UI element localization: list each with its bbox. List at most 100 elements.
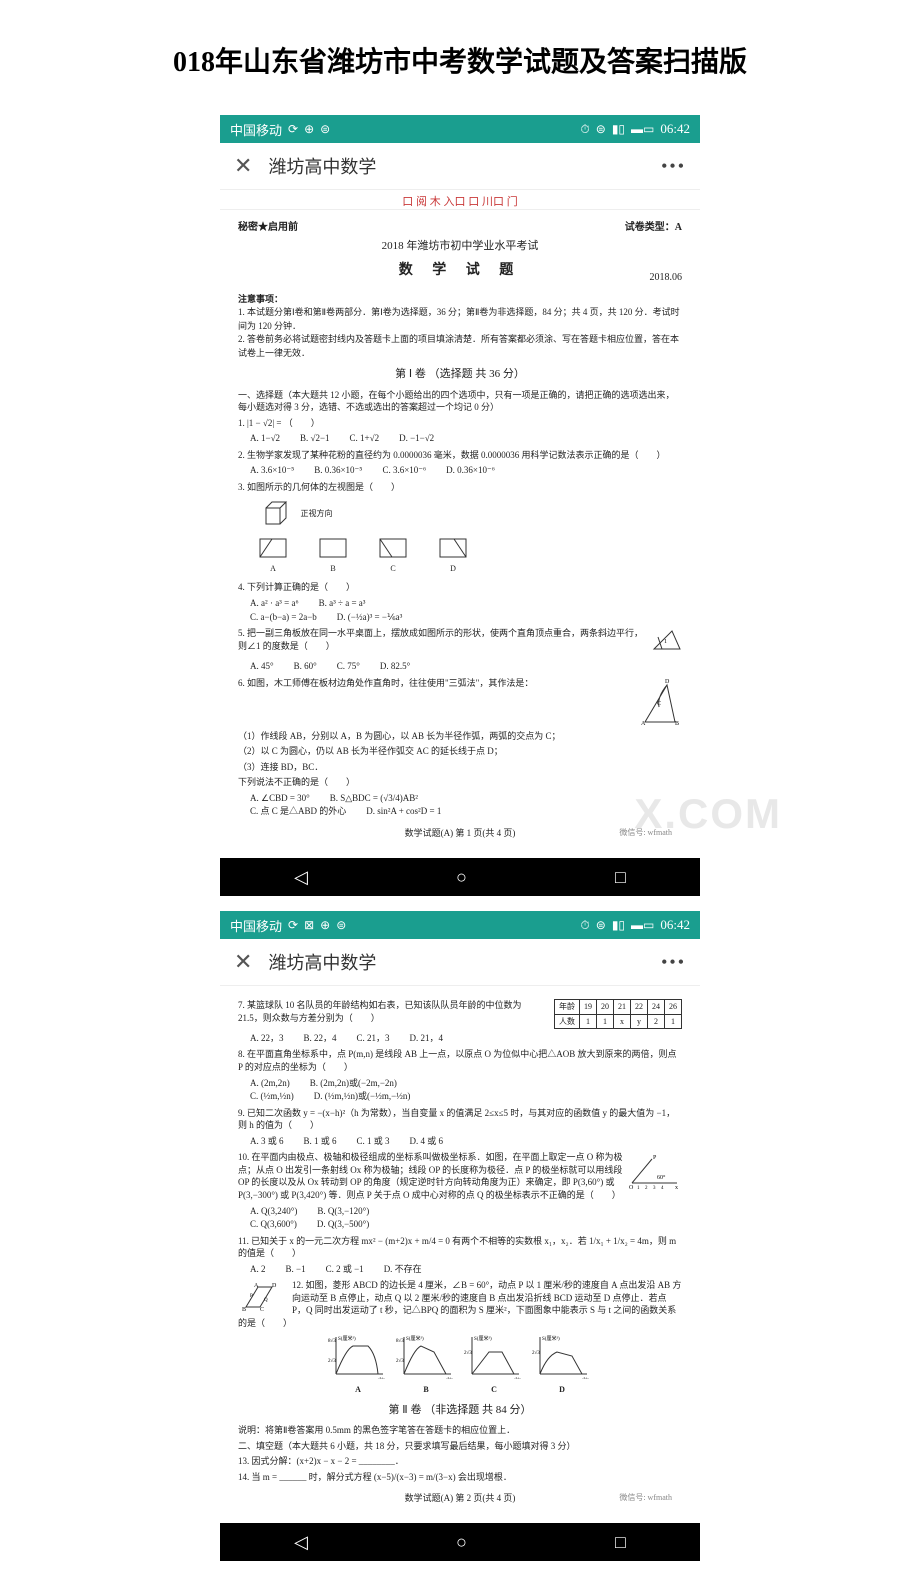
q9-d: D. 4 或 6 xyxy=(410,1135,444,1149)
svg-text:P: P xyxy=(250,1294,253,1299)
q11-a: A. 2 xyxy=(250,1263,266,1277)
svg-text:1: 1 xyxy=(637,1186,640,1191)
q5-a: A. 45° xyxy=(250,660,274,674)
svg-text:A: A xyxy=(641,721,646,727)
svg-text:C: C xyxy=(260,1307,264,1313)
note-2: 2. 答卷前务必将试题密封线内及答题卡上面的项目填涂清楚．所有答案都必须涂、写在… xyxy=(238,333,682,360)
q2: 2. 生物学家发现了某种花粉的直径约为 0.0000036 毫米，数据 0.00… xyxy=(238,449,682,462)
more-button[interactable]: ••• xyxy=(661,156,686,177)
phone-frame-1: 中国移动 ⟳ ⊕ ⊜ ⏱ ⊜ ▮▯ ▬▭ 06:42 ✕ 潍坊高中数学 ••• … xyxy=(220,115,700,896)
q1: 1. |1 − √2| = （ ） xyxy=(238,417,682,430)
page-1-footer: 数学试题(A) 第 1 页(共 4 页) 微信号: wfmath X.COM xyxy=(238,827,682,841)
option-d-fig xyxy=(438,537,468,559)
close-button[interactable]: ✕ xyxy=(234,153,252,179)
q2-c: C. 3.6×10⁻⁶ xyxy=(382,464,426,478)
carrier-label: 中国移动 xyxy=(230,120,282,139)
q2-b: B. 0.36×10⁻⁵ xyxy=(314,464,362,478)
svg-text:D: D xyxy=(272,1283,277,1289)
section-2-title: 第 Ⅱ 卷 （非选择题 共 84 分） xyxy=(238,1402,682,1419)
q6-d: D. sin²A + cos²D = 1 xyxy=(366,805,441,819)
svg-text:S(厘米²): S(厘米²) xyxy=(338,1335,356,1342)
signal-icon-2: ▮▯ xyxy=(612,918,625,933)
arc-figure: D A B C xyxy=(637,677,682,727)
svg-text:B: B xyxy=(675,721,679,727)
svg-text:8√3: 8√3 xyxy=(396,1338,404,1344)
q11-c: C. 2 或 −1 xyxy=(326,1263,364,1277)
q7: 年龄192021222426 人数11xy21 7. 某篮球队 10 名队员的年… xyxy=(238,999,682,1028)
time-label: 06:42 xyxy=(660,121,690,137)
fill-title: 二、填空题（本大题共 6 小题，共 18 分，只要求填写最后结果，每小题填对得 … xyxy=(238,1440,682,1453)
app-header-2: ✕ 潍坊高中数学 ••• xyxy=(220,939,700,986)
q6-step2: （2）以 C 为圆心，仍以 AB 长为半径作弧交 AC 的延长线于点 D； xyxy=(238,745,682,758)
svg-text:C: C xyxy=(657,701,661,707)
battery-icon: ▬▭ xyxy=(631,122,654,137)
badge-icon-2: ⊠ xyxy=(304,918,314,933)
q9-c: C. 1 或 3 xyxy=(357,1135,390,1149)
q1-a: A. 1−√2 xyxy=(250,432,280,446)
svg-text:2: 2 xyxy=(645,1186,648,1191)
notes-title: 注意事项： xyxy=(238,293,682,307)
svg-text:t(秒): t(秒) xyxy=(444,1377,454,1379)
svg-text:B: B xyxy=(242,1307,246,1313)
option-b-fig xyxy=(318,537,348,559)
alarm-icon-2: ⏱ xyxy=(580,918,589,933)
svg-text:D: D xyxy=(665,679,670,685)
q7-d: D. 21，4 xyxy=(410,1032,444,1046)
status-bar-2: 中国移动 ⟳ ⊠ ⊕ ⊜ ⏱ ⊜ ▮▯ ▬▭ 06:42 xyxy=(220,911,700,939)
q1-b: B. √2−1 xyxy=(300,432,330,446)
graph-b: 8√32√3O24t(秒)S(厘米²) xyxy=(396,1334,456,1379)
battery-icon-2: ▬▭ xyxy=(631,918,654,933)
q3: 3. 如图所示的几何体的左视图是（ ） xyxy=(238,481,682,494)
q8-d: D. (½m,½n)或(−½m,−½n) xyxy=(314,1090,411,1104)
option-c-fig xyxy=(378,537,408,559)
nav-bar: ◁ ○ □ xyxy=(220,858,700,896)
q7-a: A. 22，3 xyxy=(250,1032,284,1046)
q7-b: B. 22，4 xyxy=(304,1032,337,1046)
svg-text:8√3: 8√3 xyxy=(328,1338,336,1344)
close-button-2[interactable]: ✕ xyxy=(234,949,252,975)
rhombus-figure: BCDAPQ xyxy=(238,1279,288,1314)
svg-text:t(秒): t(秒) xyxy=(376,1377,386,1379)
q2-a: A. 3.6×10⁻⁵ xyxy=(250,464,294,478)
q4-a: A. a² · a³ = a⁶ xyxy=(250,597,299,611)
q4-c: C. a−(b−a) = 2a−b xyxy=(250,611,317,625)
svg-text:4: 4 xyxy=(661,1186,664,1191)
svg-text:O: O xyxy=(629,1185,634,1191)
q9-b: B. 1 或 6 xyxy=(304,1135,337,1149)
year-line: 2018 年潍坊市初中学业水平考试 xyxy=(238,238,682,255)
q13: 13. 因式分解：(x+2)x − x − 2 = ________． xyxy=(238,1455,682,1468)
q5-b: B. 60° xyxy=(294,660,317,674)
svg-text:t(秒): t(秒) xyxy=(580,1377,590,1379)
svg-text:2√3: 2√3 xyxy=(464,1350,472,1356)
q5-d: D. 82.5° xyxy=(380,660,410,674)
svg-text:x: x xyxy=(675,1185,678,1191)
q9: 9. 已知二次函数 y = −(x−h)²（h 为常数），当自变量 x 的值满足… xyxy=(238,1107,682,1132)
q8-a: A. (2m,2n) xyxy=(250,1077,290,1091)
section-1-title: 第 Ⅰ 卷 （选择题 共 36 分） xyxy=(238,366,682,383)
page-title: 018年山东省潍坊市中考数学试题及答案扫描版 xyxy=(0,0,920,100)
q10-a: A. Q(3,240°) xyxy=(250,1205,297,1219)
home-button[interactable]: ○ xyxy=(456,867,467,888)
app-header: ✕ 潍坊高中数学 ••• xyxy=(220,143,700,190)
nav-bar-2: ◁ ○ □ xyxy=(220,1523,700,1561)
back-button-2[interactable]: ◁ xyxy=(294,1532,308,1553)
back-button[interactable]: ◁ xyxy=(294,867,308,888)
q2-d: D. 0.36×10⁻⁶ xyxy=(446,464,495,478)
graph-c: 2√3O24t(秒)S(厘米²) xyxy=(464,1334,524,1379)
exam-page-2: 年龄192021222426 人数11xy21 7. 某篮球队 10 名队员的年… xyxy=(220,986,700,1523)
more-button-2[interactable]: ••• xyxy=(661,952,686,973)
recent-button-2[interactable]: □ xyxy=(615,1532,626,1553)
q4: 4. 下列计算正确的是（ ） xyxy=(238,581,682,594)
q12: BCDAPQ 12. 如图，菱形 ABCD 的边长是 4 厘米，∠B = 60°… xyxy=(238,1279,682,1329)
time-label-2: 06:42 xyxy=(660,917,690,933)
home-button-2[interactable]: ○ xyxy=(456,1532,467,1553)
banner: 口 阅 木 入口 口 川口 门 xyxy=(220,190,700,210)
wifi-icon: ⊜ xyxy=(596,122,606,137)
q4-d: D. (−½a)³ = −⅙a³ xyxy=(337,611,403,625)
svg-text:2√3: 2√3 xyxy=(328,1358,336,1364)
recent-button[interactable]: □ xyxy=(615,867,626,888)
svg-text:2√3: 2√3 xyxy=(532,1350,540,1356)
badge4-icon: ⊜ xyxy=(336,918,346,933)
graph-d: 2√3O24t(秒)S(厘米²) xyxy=(532,1334,592,1379)
secret-label: 秘密★启用前 xyxy=(238,220,298,235)
